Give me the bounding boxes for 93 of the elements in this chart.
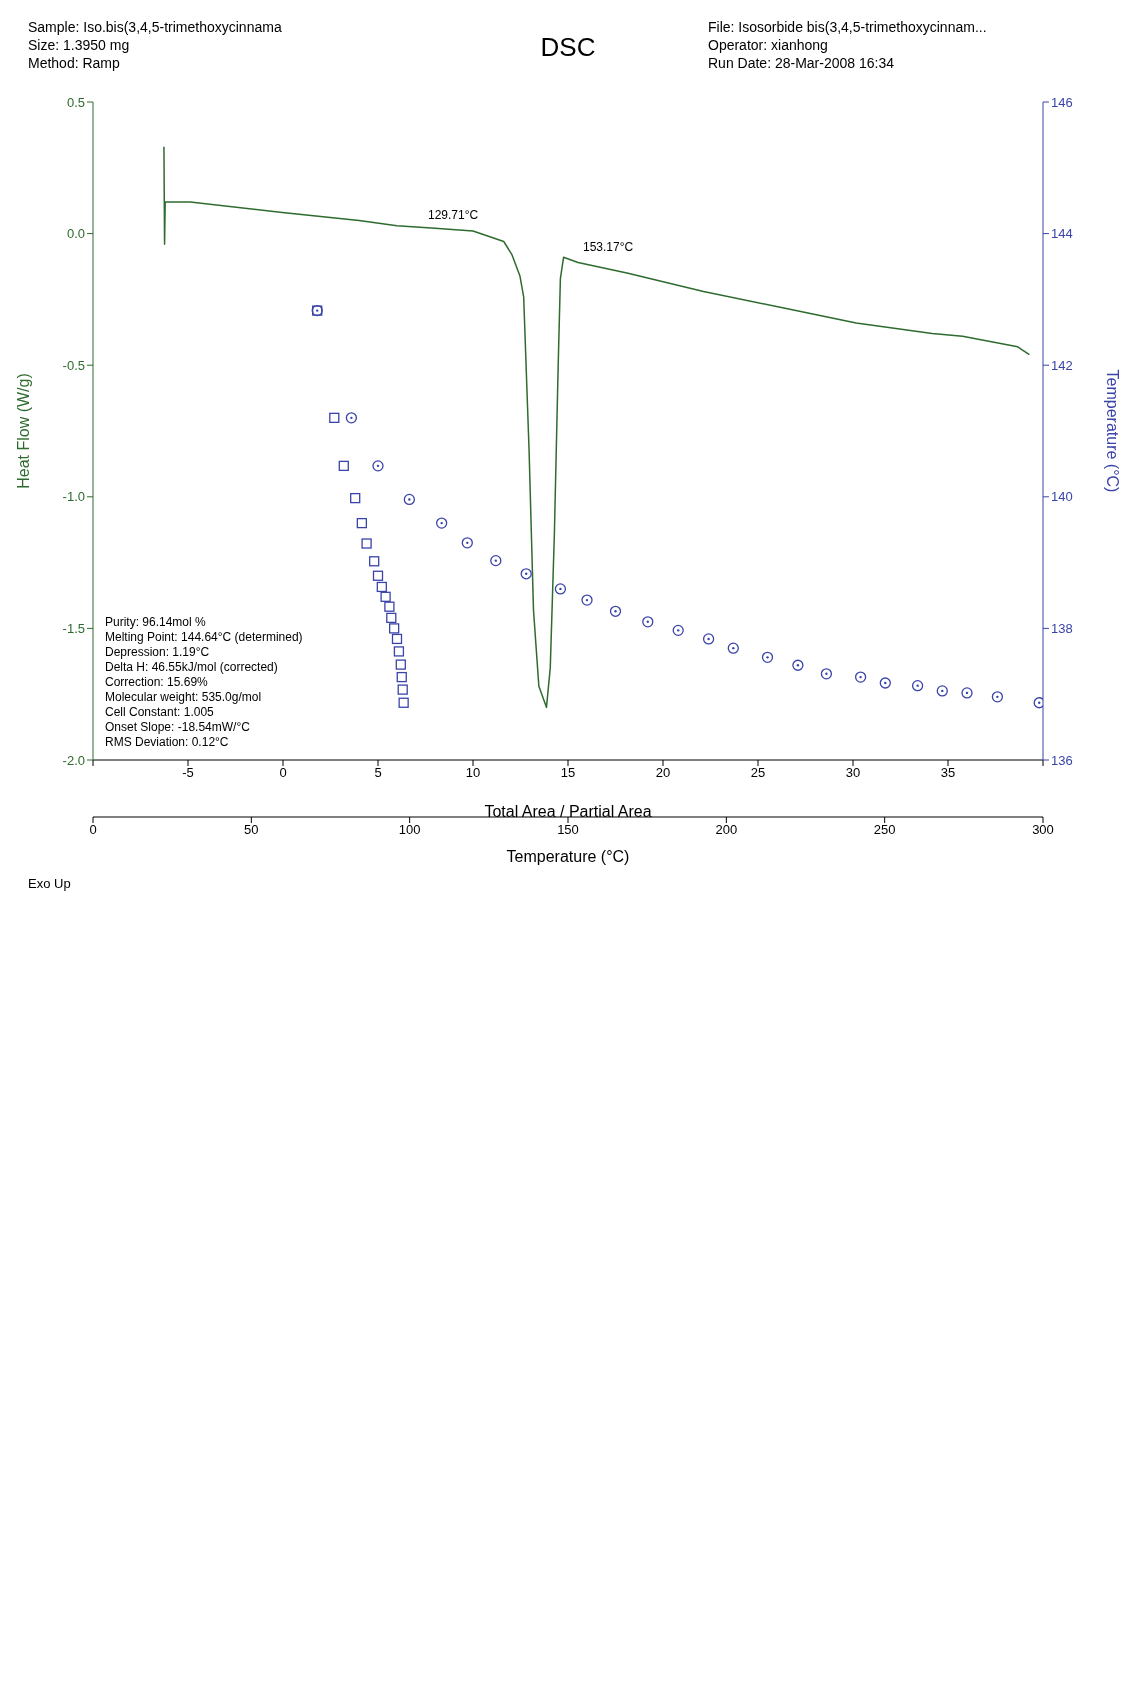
x-tick-label: 25	[750, 765, 766, 781]
point	[581, 594, 593, 606]
point	[609, 605, 622, 617]
x-tick-label: 5	[374, 765, 382, 781]
y2-tick-label: 136	[1051, 752, 1073, 768]
x-tick-label: 0	[279, 765, 287, 781]
text: File: Isosorbide bis(3,4,5-trimethoxycinnam...	[708, 18, 988, 36]
text: Exo Up	[27, 875, 72, 893]
point	[391, 633, 403, 645]
point	[361, 538, 372, 549]
x-tick-label: 30	[845, 765, 861, 781]
point	[396, 671, 407, 683]
annotation: Molecular weight: 535.0g/mol	[105, 690, 263, 705]
point	[554, 583, 567, 595]
y2-tick-label: 140	[1051, 489, 1073, 505]
annotation: Correction: 15.69%	[105, 675, 209, 690]
text: Run Date: 28-Mar-2008 16:34	[708, 54, 895, 72]
x2-axis-title: Temperature (°C)	[506, 848, 630, 865]
point	[911, 680, 924, 692]
point	[345, 412, 358, 424]
text: Method: Ramp	[28, 54, 121, 72]
annotation: 153.17°C	[583, 240, 634, 254]
point	[369, 556, 380, 567]
point	[991, 691, 1004, 703]
point	[397, 684, 408, 695]
point	[376, 581, 387, 593]
point	[1033, 697, 1043, 709]
point	[727, 642, 739, 654]
y-tick-label: 0.5	[66, 94, 85, 110]
annotation: 129.71°C	[428, 208, 479, 222]
x2-tick-label: 250	[873, 822, 896, 838]
x-tick-label: 20	[655, 765, 671, 781]
chart-title: DSC	[540, 31, 596, 62]
point	[461, 537, 473, 549]
point	[436, 517, 448, 529]
point	[380, 591, 391, 602]
text: Size: 1.3950 mg	[28, 36, 131, 54]
point	[395, 659, 406, 670]
point	[356, 517, 367, 529]
point	[792, 659, 804, 671]
point	[372, 460, 384, 472]
point	[372, 570, 384, 581]
annotation: RMS Deviation: 0.12°C	[105, 735, 230, 750]
y2-tick-label: 144	[1051, 226, 1073, 242]
point	[393, 646, 405, 657]
y-tick-label: -0.5	[62, 357, 85, 373]
x2-tick-label: 100	[398, 822, 421, 838]
point	[761, 651, 774, 663]
point	[384, 601, 395, 612]
point	[389, 623, 400, 634]
x-tick-label: -5	[182, 765, 194, 781]
point	[398, 697, 409, 708]
point	[854, 671, 867, 683]
point	[820, 668, 833, 680]
x2-tick-label: 300	[1032, 822, 1054, 838]
x-axis-title: Total Area / Partial Area	[484, 803, 652, 820]
point	[642, 616, 654, 628]
y-tick-label: -1.0	[62, 489, 85, 505]
y-tick-label: -1.5	[62, 621, 85, 637]
annotation: Onset Slope: -18.54mW/°C	[105, 720, 251, 735]
y2-tick-label: 138	[1051, 621, 1073, 637]
point	[350, 492, 361, 504]
annotation: Melting Point: 144.64°C (determined)	[105, 630, 303, 645]
annotation: Purity: 96.14mol %	[105, 615, 207, 630]
point	[338, 460, 349, 472]
y2-axis-title: Temperature (°C)	[1104, 369, 1122, 493]
point	[936, 685, 948, 697]
point	[329, 412, 340, 423]
point	[386, 612, 397, 624]
x-tick-label: 35	[940, 765, 956, 781]
y2-tick-label: 142	[1051, 357, 1073, 373]
annotation: Depression: 1.19°C	[105, 645, 211, 660]
x-tick-label: 15	[560, 765, 576, 781]
x2-tick-label: 0	[89, 822, 97, 838]
text: Operator: xianhong	[708, 36, 829, 54]
x2-tick-label: 50	[244, 822, 259, 838]
y-tick-label: 0.0	[66, 226, 85, 242]
point	[961, 687, 973, 699]
y-tick-label: -2.0	[62, 752, 85, 768]
annotation: Cell Constant: 1.005	[105, 705, 215, 720]
point	[403, 493, 415, 506]
y-axis-title: Heat Flow (W/g)	[14, 373, 32, 489]
x-tick-label: 10	[465, 765, 481, 781]
y2-tick-label: 146	[1051, 94, 1073, 110]
point	[672, 624, 684, 637]
annotation: Delta H: 46.55kJ/mol (corrected)	[105, 660, 279, 675]
point	[520, 568, 532, 580]
text: Sample: Iso.bis(3,4,5-trimethoxycinnama	[28, 18, 283, 36]
x2-tick-label: 150	[557, 822, 579, 838]
point	[490, 554, 502, 567]
point	[879, 677, 891, 689]
x2-tick-label: 200	[715, 822, 738, 838]
point	[702, 633, 715, 645]
